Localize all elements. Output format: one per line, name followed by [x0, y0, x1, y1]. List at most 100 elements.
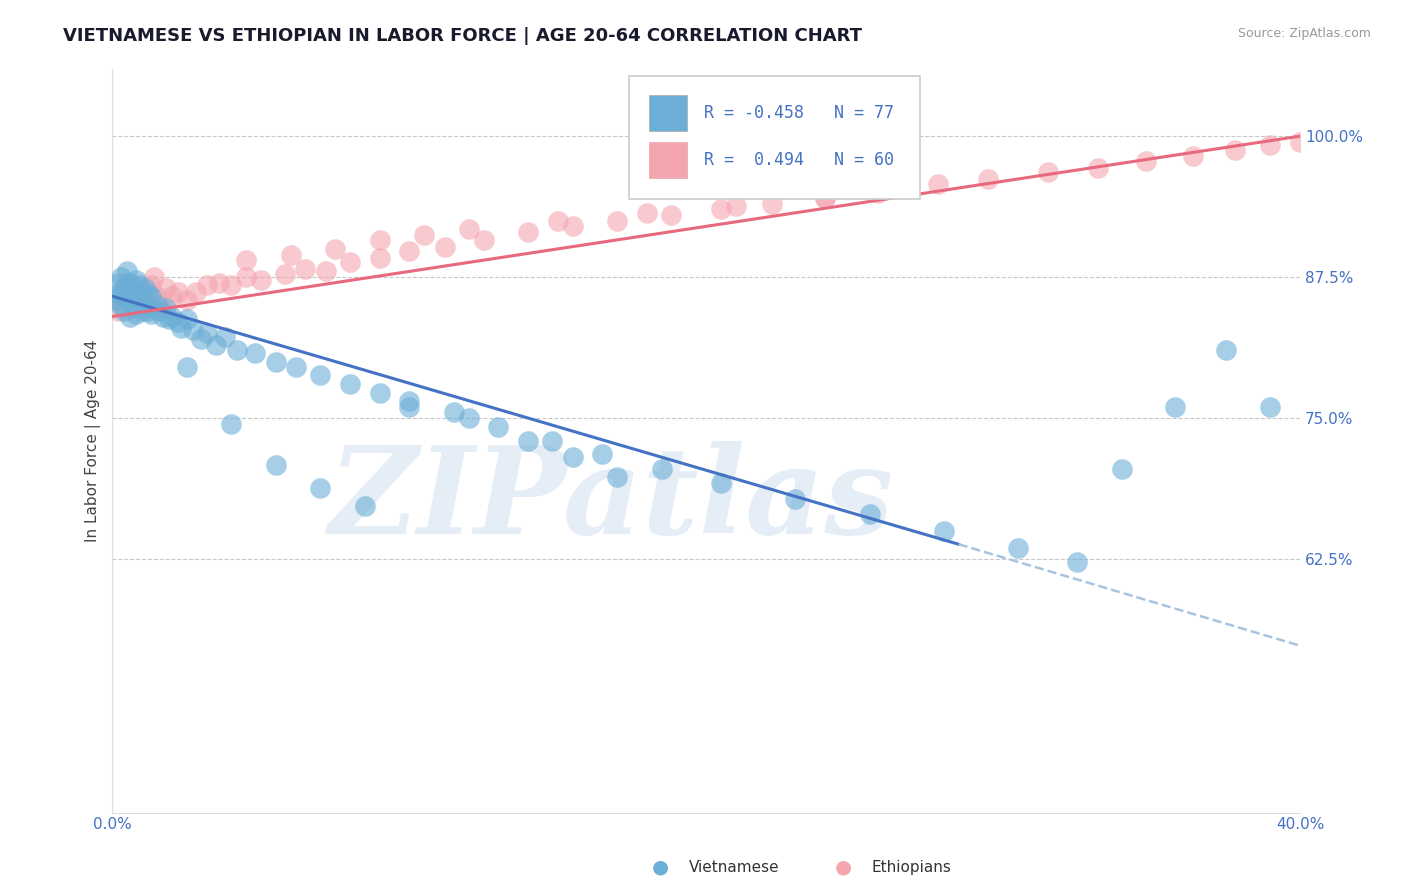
- Point: [932, 524, 955, 538]
- Point: [517, 434, 540, 448]
- Point: [107, 287, 129, 301]
- Point: [486, 420, 509, 434]
- Point: [368, 251, 391, 265]
- Point: [166, 285, 188, 299]
- Point: [761, 196, 783, 211]
- Point: [157, 311, 180, 326]
- Point: [606, 469, 628, 483]
- Point: [1066, 555, 1088, 569]
- Point: [235, 270, 257, 285]
- Point: [136, 298, 159, 312]
- Point: [139, 277, 162, 292]
- Point: [125, 273, 148, 287]
- Point: [814, 191, 837, 205]
- Point: [107, 304, 129, 318]
- Point: [131, 285, 153, 299]
- Point: [561, 219, 583, 234]
- Point: [120, 301, 142, 315]
- Point: [139, 289, 162, 303]
- Point: [120, 289, 142, 303]
- Point: [1111, 461, 1133, 475]
- Point: [1164, 400, 1187, 414]
- Point: [659, 208, 682, 222]
- Point: [134, 301, 156, 315]
- Text: ●: ●: [652, 857, 669, 877]
- Point: [136, 287, 159, 301]
- Point: [1260, 138, 1282, 153]
- Point: [128, 298, 150, 312]
- Point: [309, 481, 332, 495]
- Point: [122, 289, 145, 303]
- Point: [184, 285, 207, 299]
- Point: [122, 281, 145, 295]
- Point: [235, 253, 257, 268]
- Point: [368, 386, 391, 401]
- Point: [176, 360, 198, 375]
- Point: [112, 281, 135, 295]
- Point: [219, 417, 242, 431]
- Point: [561, 450, 583, 465]
- Point: [219, 277, 242, 292]
- Point: [1289, 135, 1312, 149]
- Point: [651, 461, 673, 475]
- Bar: [650, 95, 688, 131]
- Point: [197, 277, 219, 292]
- Point: [110, 298, 132, 312]
- Point: [353, 499, 375, 513]
- Point: [1135, 153, 1157, 168]
- Point: [1223, 143, 1246, 157]
- Point: [398, 244, 420, 259]
- Text: Vietnamese: Vietnamese: [689, 860, 779, 874]
- Text: Ethiopians: Ethiopians: [872, 860, 952, 874]
- Point: [143, 270, 166, 285]
- Point: [977, 172, 1000, 186]
- Point: [1182, 149, 1205, 163]
- Point: [104, 293, 127, 307]
- Point: [125, 296, 148, 310]
- Point: [1036, 165, 1059, 179]
- Point: [243, 345, 266, 359]
- Point: [131, 293, 153, 307]
- Point: [517, 225, 540, 239]
- Point: [125, 307, 148, 321]
- Point: [339, 377, 361, 392]
- Point: [1260, 400, 1282, 414]
- Point: [160, 289, 183, 303]
- Point: [285, 360, 308, 375]
- Point: [323, 242, 346, 256]
- Point: [294, 262, 316, 277]
- Point: [868, 186, 890, 200]
- Point: [117, 264, 139, 278]
- Point: [170, 320, 193, 334]
- Point: [134, 281, 156, 295]
- Point: [139, 307, 162, 321]
- Point: [166, 315, 188, 329]
- FancyBboxPatch shape: [628, 76, 920, 199]
- Point: [858, 507, 880, 521]
- Point: [155, 281, 177, 295]
- Point: [398, 400, 420, 414]
- Point: [636, 206, 658, 220]
- Point: [1313, 131, 1336, 145]
- Point: [208, 276, 231, 290]
- Text: ●: ●: [835, 857, 852, 877]
- Point: [205, 337, 228, 351]
- Point: [146, 289, 169, 303]
- Point: [152, 310, 174, 324]
- Point: [1007, 541, 1029, 555]
- Text: R =  0.494   N = 60: R = 0.494 N = 60: [704, 151, 894, 169]
- Point: [149, 304, 172, 318]
- Point: [443, 405, 465, 419]
- Point: [134, 285, 156, 299]
- Point: [117, 281, 139, 295]
- Point: [1087, 161, 1109, 175]
- Point: [273, 267, 295, 281]
- Point: [457, 221, 479, 235]
- Point: [547, 213, 569, 227]
- Point: [264, 354, 287, 368]
- Point: [190, 332, 212, 346]
- Point: [710, 476, 733, 491]
- Point: [1215, 343, 1237, 358]
- Text: R = -0.458   N = 77: R = -0.458 N = 77: [704, 104, 894, 122]
- Point: [280, 247, 302, 261]
